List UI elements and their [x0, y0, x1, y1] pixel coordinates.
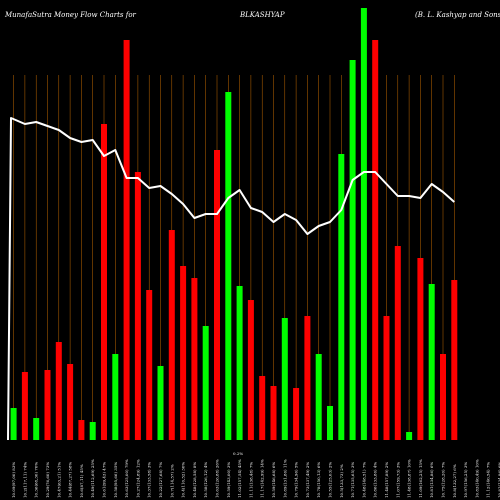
bar: [236, 286, 243, 440]
bar: [168, 230, 175, 440]
x-tick-label: 10.55(125,03) 2%: [328, 462, 333, 498]
bar: [180, 266, 187, 440]
bar: [304, 316, 311, 440]
baseline-label: 0.2%: [233, 451, 243, 456]
x-tick-label: 10.83(140,49) 10%: [474, 459, 479, 498]
x-tick-label: 10.09(97,00) 83%: [11, 462, 16, 498]
x-tick-label: 11.17(142,99) 14%: [260, 459, 265, 498]
x-tick-label: 10.59(146,68) 6%: [271, 462, 276, 498]
x-tick-label: 10.79(134,96) 5%: [294, 462, 299, 498]
x-tick-labels: 10.09(97,00) 83% 10.2(117,11) 74% 10.36(68…: [11, 459, 500, 498]
x-tick-label: 10.2(117,11) 74%: [22, 462, 27, 498]
title-company: (B. L. Kashyap and Sons Limited): [415, 11, 500, 19]
bar: [440, 354, 446, 440]
bar: [270, 386, 277, 440]
bar: [21, 372, 28, 440]
bar: [394, 246, 401, 440]
x-tick-label: 10.81(134,86) 6%: [429, 462, 434, 498]
x-tick-label: 11.02(157,54) 45%: [237, 459, 242, 498]
bar: [247, 300, 254, 440]
bar: [259, 376, 266, 440]
bar: [293, 388, 300, 440]
bar: [134, 172, 141, 440]
bar: [89, 422, 96, 440]
bar: [191, 278, 198, 440]
x-tick-label: 10.78(150,13) 6%: [316, 462, 321, 498]
bar: [123, 40, 130, 440]
x-tick-label: 11.48(138,87) 10%: [407, 459, 412, 498]
bar: [327, 406, 333, 440]
x-tick-label: 10.8(132,27) 6%: [452, 464, 457, 498]
x-tick-label: 10.22(127,68) 7%: [158, 462, 163, 498]
x-tick-label: 10.37(133,58) 3%: [147, 462, 152, 498]
bar: [417, 258, 424, 440]
bar: [281, 318, 288, 440]
bar: [78, 420, 85, 440]
bar: [315, 354, 322, 440]
bar: [406, 432, 413, 440]
bar: [112, 354, 119, 440]
bar: [372, 40, 379, 440]
x-tick-label: 11.11(138,48) 7%: [248, 462, 253, 498]
x-tick-label: 10.44(87,27) 58%: [68, 462, 73, 498]
x-tick-label: 10.71(135,65) 3%: [350, 462, 355, 498]
chart-title: MunafaSutra Money Flow Charts for BLKASH…: [4, 11, 500, 19]
bar: [451, 280, 458, 440]
x-tick-label: 10.27(124,89) 12%: [135, 459, 140, 498]
x-tick-label: 10.75(128,20) 7%: [441, 462, 446, 498]
money-flow-line: [7, 117, 455, 441]
bar: [44, 370, 51, 440]
x-tick-label: 10.7(114,57) 2%: [169, 464, 174, 498]
bar: [360, 8, 367, 440]
x-tick-label: 10.58(126,12) 4%: [203, 462, 208, 498]
x-tick-label: 10.6(87,11) 45%: [79, 464, 84, 498]
x-tick-label: 10.63(125,00) 79%: [124, 459, 129, 498]
title-symbol: BLKASHYAP: [239, 11, 285, 19]
money-flow-line-layer: [7, 117, 455, 441]
x-tick-label: 10.97(156,25) 3%: [463, 462, 468, 498]
bars-layer: [10, 8, 458, 440]
bar: [146, 290, 153, 440]
bar: [55, 342, 62, 440]
bar: [33, 418, 40, 440]
x-tick-label: 10.89(131,86) 11%: [282, 459, 287, 498]
x-tick-label: 10.4(110,52) 30%: [181, 462, 186, 498]
x-tick-label: 10.61(99,43) 47%: [102, 462, 107, 498]
x-tick-label: 10.47(63,21) 51%: [56, 462, 61, 498]
x-tick-label: 11.12(140,54) 7%: [486, 462, 491, 498]
x-tick-label: 10.48(148,51) 7%: [361, 462, 366, 498]
x-tick-label: 10.63(126,88) 26%: [215, 459, 220, 498]
x-tick-label: 11.48(157,89) 2%: [384, 462, 389, 498]
bar: [349, 60, 356, 440]
bar: [101, 124, 107, 440]
x-tick-label: 10.81(134,86) 6%: [497, 462, 500, 498]
x-tick-label: 10.49(112,69) 25%: [90, 459, 95, 498]
x-tick-label: 10.73(137,49) 2%: [305, 462, 310, 498]
x-tick-label: 10.48(128,58) 8%: [192, 462, 197, 498]
x-tick-label: 10.5(133,73) 2%: [339, 464, 344, 498]
bar: [157, 366, 164, 440]
x-tick-label: 10.58(95,66) 35%: [113, 462, 118, 498]
x-tick-label: 10.36(68,30) 70%: [34, 462, 39, 498]
x-tick-label: 11.07(159,73) 3%: [395, 462, 400, 498]
bar: [67, 364, 74, 440]
bar: [338, 154, 345, 440]
bar: [214, 150, 220, 440]
x-tick-label: 10.29(76,60) 73%: [45, 462, 50, 498]
bar: [383, 316, 390, 440]
x-tick-label: 10.86(133,86) 4%: [373, 462, 378, 498]
title-brand: MunafaSutra Money Flow Charts for: [4, 11, 137, 19]
bar: [225, 92, 232, 440]
bar: [428, 284, 435, 440]
bar: [10, 408, 17, 440]
bar: [202, 326, 209, 440]
x-tick-label: 10.59(143,00) 3%: [226, 462, 231, 498]
x-tick-label: 11.09(162,25) 15%: [418, 459, 423, 498]
